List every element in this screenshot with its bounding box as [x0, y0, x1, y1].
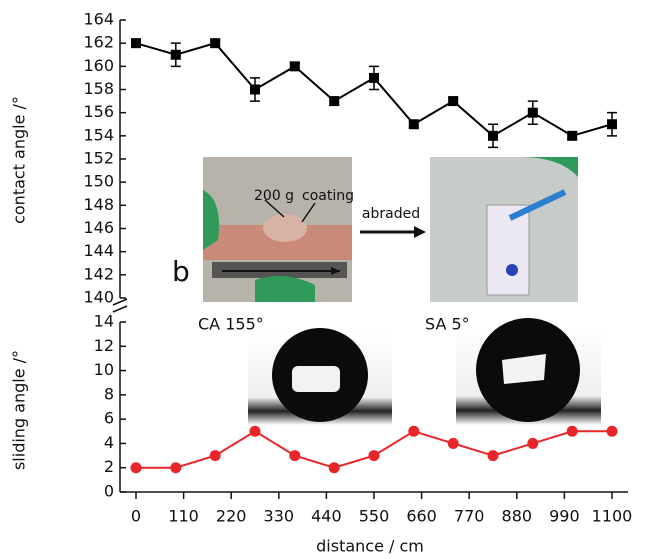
y-tick-label: 8: [104, 384, 114, 403]
y-tick-label: 156: [83, 102, 114, 121]
y-tick-label: 164: [83, 10, 114, 29]
y-tick-label: 148: [83, 195, 114, 214]
y-axis-label: contact angle /°: [10, 96, 29, 224]
marker: [527, 107, 538, 118]
x-tick-label: 660: [406, 507, 437, 526]
marker: [249, 425, 261, 437]
y-tick-label: 160: [83, 56, 114, 75]
marker: [250, 84, 260, 95]
photo-label: CA 155°: [198, 315, 264, 334]
y-tick-label: 158: [83, 79, 114, 98]
marker: [368, 450, 380, 462]
photo-right: [430, 157, 578, 302]
marker: [567, 130, 578, 141]
marker: [447, 437, 459, 449]
y-tick-label: 146: [83, 218, 114, 237]
marker: [170, 462, 182, 474]
x-axis-label: distance / cm: [316, 537, 424, 556]
photo-label: SA 5°: [425, 315, 470, 334]
y-tick-label: 140: [83, 288, 114, 307]
photo-label: coating: [302, 188, 354, 204]
marker: [408, 119, 419, 130]
y-axis-label: sliding angle /°: [10, 350, 29, 470]
photo-left: [203, 157, 352, 302]
x-tick-label: 1100: [592, 507, 633, 526]
marker: [566, 425, 578, 437]
x-tick-label: 770: [454, 507, 485, 526]
marker: [488, 130, 498, 141]
y-tick-label: 4: [104, 433, 114, 452]
y-tick-label: 14: [94, 312, 114, 331]
marker: [130, 462, 142, 474]
marker: [487, 450, 499, 462]
marker: [607, 119, 617, 130]
y-tick-label: 12: [94, 336, 114, 355]
x-tick-label: 990: [549, 507, 580, 526]
marker: [369, 72, 379, 83]
marker: [210, 38, 221, 49]
marker: [289, 450, 301, 462]
y-tick-label: 0: [104, 482, 114, 501]
y-tick-label: 2: [104, 457, 114, 476]
x-tick-label: 0: [131, 507, 141, 526]
marker: [209, 450, 221, 462]
y-tick-label: 10: [94, 360, 114, 379]
x-tick-label: 330: [264, 507, 295, 526]
y-tick-label: 144: [83, 241, 114, 260]
y-tick-label: 154: [83, 125, 114, 144]
marker: [328, 462, 340, 474]
marker: [131, 38, 141, 49]
axis-break: [112, 298, 128, 313]
droplet-right: [456, 318, 601, 425]
x-tick-label: 110: [168, 507, 199, 526]
y-tick-label: 162: [83, 33, 114, 52]
marker: [170, 49, 181, 60]
y-tick-label: 152: [83, 149, 114, 168]
marker: [329, 96, 340, 107]
x-tick-label: 880: [502, 507, 533, 526]
marker: [606, 425, 618, 437]
abrade-arrow: [264, 199, 426, 238]
marker: [448, 96, 459, 107]
photo-label: 200 g: [254, 188, 294, 204]
photo-label: abraded: [362, 206, 420, 222]
x-tick-label: 440: [311, 507, 342, 526]
data-line: [136, 430, 612, 469]
marker: [289, 61, 300, 72]
y-tick-label: 150: [83, 172, 114, 191]
marker: [408, 425, 420, 437]
y-tick-label: 142: [83, 264, 114, 283]
x-tick-label: 220: [216, 507, 247, 526]
x-tick-label: 550: [359, 507, 390, 526]
droplet-left: [248, 328, 392, 425]
y-tick-label: 6: [104, 409, 114, 428]
panel-label: b: [172, 255, 190, 288]
marker: [527, 437, 539, 449]
